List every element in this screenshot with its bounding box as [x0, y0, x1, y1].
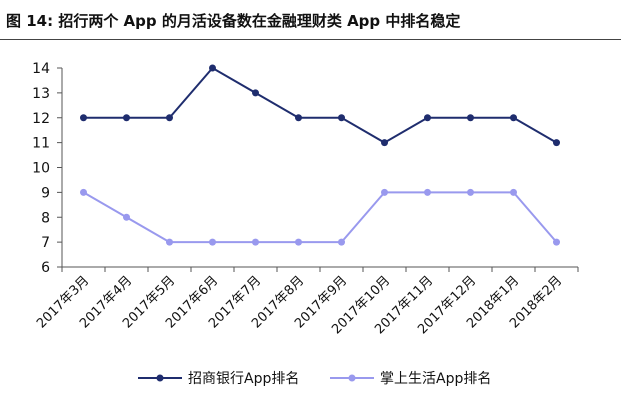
series-line — [82, 191, 558, 244]
data-point — [80, 188, 87, 196]
data-point — [209, 64, 216, 72]
chart-series — [80, 64, 560, 246]
data-point — [252, 89, 259, 97]
y-tick-label: 14 — [32, 61, 50, 77]
y-tick-label: 7 — [41, 235, 50, 251]
data-point — [510, 114, 517, 122]
x-axis-ticks: 2017年3月2017年4月2017年5月2017年6月2017年7月2017年… — [34, 267, 579, 337]
data-point — [424, 114, 431, 122]
chart-legend: 招商银行App排名 掌上生活App排名 — [138, 371, 491, 387]
data-point — [553, 139, 560, 147]
data-point — [166, 238, 173, 246]
data-point — [338, 238, 345, 246]
data-point — [252, 238, 259, 246]
y-tick-label: 11 — [32, 136, 50, 152]
legend-swatch-marker — [348, 374, 356, 382]
y-tick-label: 9 — [41, 185, 50, 201]
data-point — [467, 114, 474, 122]
data-point — [123, 213, 130, 221]
legend-item: 招商银行App排名 — [138, 371, 299, 387]
data-point — [295, 114, 302, 122]
data-point — [338, 114, 345, 122]
figure-header: 图 14: 招行两个 App 的月活设备数在金融理财类 App 中排名稳定 — [0, 0, 621, 40]
data-point — [424, 188, 431, 196]
data-point — [381, 188, 388, 196]
data-point — [123, 114, 130, 122]
chart-axes — [61, 68, 578, 268]
legend-item: 掌上生活App排名 — [330, 371, 491, 387]
data-point — [510, 188, 517, 196]
y-tick-label: 12 — [32, 111, 50, 127]
series-1 — [80, 64, 560, 147]
series-2 — [80, 188, 560, 246]
figure-title: 图 14: 招行两个 App 的月活设备数在金融理财类 App 中排名稳定 — [6, 12, 461, 30]
legend-label: 掌上生活App排名 — [380, 371, 491, 387]
legend-swatch-marker — [156, 374, 164, 382]
data-point — [80, 114, 87, 122]
data-point — [381, 139, 388, 147]
series-line — [83, 66, 558, 144]
data-point — [467, 188, 474, 196]
legend-label: 招商银行App排名 — [188, 371, 299, 387]
y-tick-label: 6 — [41, 260, 50, 276]
data-point — [209, 238, 216, 246]
title-divider — [0, 39, 621, 40]
y-tick-label: 13 — [32, 86, 50, 102]
data-point — [166, 114, 173, 122]
y-axis-ticks: 6 7 8 9 10 11 12 13 14 — [32, 61, 62, 276]
data-point — [553, 238, 560, 246]
data-point — [295, 238, 302, 246]
y-tick-label: 8 — [41, 210, 50, 226]
y-tick-label: 10 — [32, 161, 50, 177]
